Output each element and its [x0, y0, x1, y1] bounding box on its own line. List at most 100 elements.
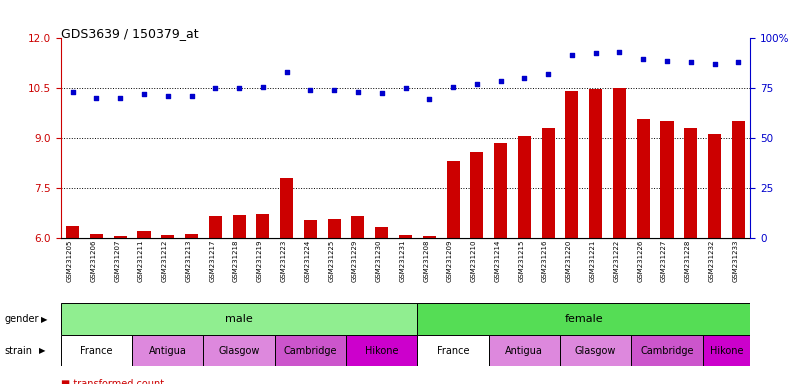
Bar [375, 227, 388, 238]
Text: GSM231223: GSM231223 [281, 239, 286, 282]
Bar [328, 219, 341, 238]
Text: GSM231218: GSM231218 [233, 239, 239, 282]
Point [470, 81, 483, 88]
Point [613, 49, 626, 55]
Bar [702, 335, 750, 366]
Text: GSM231212: GSM231212 [161, 239, 168, 282]
Point [67, 89, 79, 95]
Bar [423, 237, 436, 238]
Point [185, 93, 198, 99]
Point [660, 58, 673, 64]
Text: GSM231230: GSM231230 [375, 239, 382, 282]
Text: GSM231215: GSM231215 [518, 239, 525, 282]
Bar [470, 152, 483, 238]
Point [399, 85, 412, 91]
Text: ▶: ▶ [41, 314, 48, 324]
Bar [208, 217, 222, 238]
Bar [90, 234, 103, 238]
Point [494, 78, 507, 84]
Bar [418, 335, 489, 366]
Text: GSM231225: GSM231225 [328, 239, 334, 281]
Text: GSM231221: GSM231221 [590, 239, 595, 282]
Point [256, 84, 269, 90]
Text: France: France [437, 346, 470, 356]
Point [732, 59, 744, 65]
Point [90, 94, 103, 101]
Text: GSM231232: GSM231232 [709, 239, 714, 282]
Point [708, 61, 721, 68]
Point [684, 59, 697, 65]
Point [114, 95, 127, 101]
Text: GSM231228: GSM231228 [684, 239, 691, 282]
Text: GDS3639 / 150379_at: GDS3639 / 150379_at [61, 27, 199, 40]
Bar [418, 303, 750, 335]
Bar [494, 143, 507, 238]
Bar [399, 235, 412, 238]
Text: France: France [80, 346, 113, 356]
Text: GSM231222: GSM231222 [613, 239, 620, 281]
Point [423, 96, 436, 102]
Bar [61, 335, 132, 366]
Text: male: male [225, 314, 253, 324]
Bar [185, 234, 198, 238]
Bar [637, 119, 650, 238]
Bar [542, 127, 555, 238]
Point [637, 56, 650, 62]
Bar [589, 89, 603, 238]
Bar [560, 335, 631, 366]
Text: Antigua: Antigua [505, 346, 543, 356]
Point [161, 93, 174, 99]
Text: Hikone: Hikone [710, 346, 743, 356]
Text: GSM231206: GSM231206 [91, 239, 97, 282]
Bar [114, 237, 127, 238]
Text: GSM231233: GSM231233 [732, 239, 738, 282]
Text: Cambridge: Cambridge [640, 346, 693, 356]
Bar [161, 235, 174, 238]
Text: GSM231210: GSM231210 [471, 239, 477, 282]
Bar [660, 121, 673, 238]
Point [375, 90, 388, 96]
Bar [275, 335, 346, 366]
Text: GSM231209: GSM231209 [447, 239, 453, 282]
Text: GSM231220: GSM231220 [566, 239, 572, 282]
Text: GSM231229: GSM231229 [352, 239, 358, 282]
Bar [684, 127, 697, 238]
Text: Glasgow: Glasgow [575, 346, 616, 356]
Point [589, 50, 602, 56]
Text: Antigua: Antigua [149, 346, 187, 356]
Bar [67, 227, 79, 238]
Text: GSM231224: GSM231224 [304, 239, 311, 281]
Point [542, 71, 555, 78]
Bar [204, 335, 275, 366]
Point [328, 87, 341, 93]
Bar [138, 231, 151, 238]
Text: GSM231216: GSM231216 [542, 239, 548, 282]
Bar [132, 335, 204, 366]
Point [518, 74, 531, 81]
Bar [708, 134, 721, 238]
Text: ▶: ▶ [39, 346, 45, 355]
Point [304, 87, 317, 93]
Point [565, 52, 578, 58]
Bar [565, 91, 578, 238]
Point [209, 85, 222, 91]
Text: GSM231214: GSM231214 [495, 239, 500, 282]
Point [280, 69, 293, 75]
Text: strain: strain [4, 346, 32, 356]
Bar [489, 335, 560, 366]
Text: ■ transformed count: ■ transformed count [61, 379, 164, 384]
Bar [346, 335, 418, 366]
Bar [732, 121, 744, 238]
Bar [447, 161, 460, 238]
Bar [631, 335, 702, 366]
Text: GSM231213: GSM231213 [186, 239, 191, 282]
Text: GSM231205: GSM231205 [67, 239, 73, 282]
Text: GSM231211: GSM231211 [138, 239, 144, 282]
Bar [256, 214, 269, 238]
Text: GSM231208: GSM231208 [423, 239, 429, 282]
Text: Glasgow: Glasgow [218, 346, 260, 356]
Bar [613, 88, 626, 238]
Text: Cambridge: Cambridge [284, 346, 337, 356]
Text: GSM231226: GSM231226 [637, 239, 643, 282]
Bar [517, 136, 531, 238]
